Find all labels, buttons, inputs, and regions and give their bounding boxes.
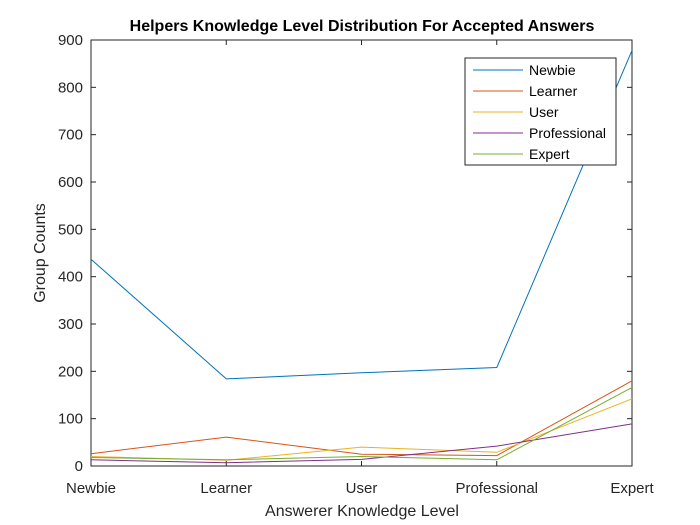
y-tick-label: 900 [58, 32, 83, 49]
legend-entry: Newbie [529, 62, 576, 78]
series-lines [90, 50, 633, 464]
x-axis: Newbie Learner User Professional Expert [66, 40, 655, 497]
x-tick-label: Professional [455, 480, 538, 497]
x-tick-label: Learner [200, 480, 252, 497]
legend: Newbie Learner User Professional Expert [464, 57, 617, 166]
y-tick-label: 600 [58, 174, 83, 191]
series-line [90, 50, 633, 380]
y-tick-label: 700 [58, 127, 83, 144]
x-tick-label: Newbie [66, 480, 116, 497]
y-tick-label: 500 [58, 221, 83, 238]
y-tick-label: 200 [58, 363, 83, 380]
y-axis: 0 100 200 300 400 500 600 700 800 900 [58, 32, 632, 475]
series-line [90, 386, 633, 461]
y-axis-label: Group Counts [32, 203, 49, 303]
legend-entry: Professional [529, 125, 606, 141]
series-line [90, 423, 633, 464]
y-tick-label: 800 [58, 79, 83, 96]
y-tick-label: 0 [75, 458, 83, 475]
chart-title: Helpers Knowledge Level Distribution For… [130, 18, 595, 35]
legend-entry: Expert [529, 146, 570, 162]
legend-entry: User [529, 104, 559, 120]
series-line [90, 380, 633, 457]
y-tick-label: 100 [58, 411, 83, 428]
legend-entry: Learner [529, 83, 578, 99]
x-tick-label: User [346, 480, 378, 497]
x-tick-label: Expert [610, 480, 654, 497]
y-tick-label: 300 [58, 316, 83, 333]
y-tick-label: 400 [58, 269, 83, 286]
x-axis-label: Answerer Knowledge Level [265, 503, 459, 520]
